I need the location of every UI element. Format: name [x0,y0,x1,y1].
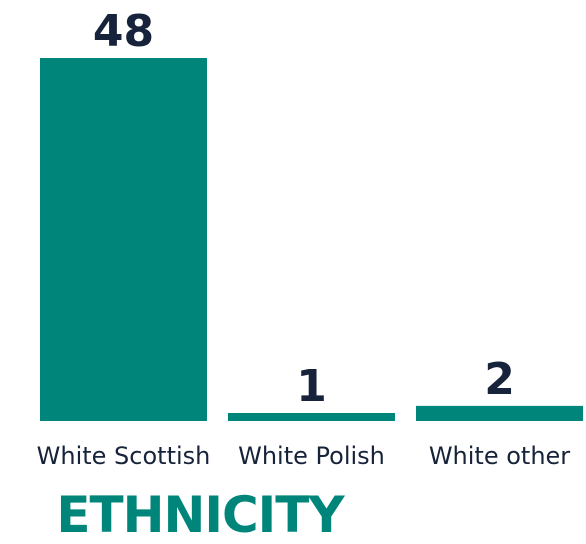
bar-white-polish [228,413,395,421]
bar-chart: 48 White Scottish 1 White Polish 2 White othe… [37,6,583,470]
value-label-white-other: 2 [484,354,515,405]
bar-white-other [416,405,583,421]
value-label-white-polish: 1 [296,361,327,412]
chart-title: ETHNICITY [56,486,344,544]
value-label-white-scottish: 48 [93,6,154,57]
bar-white-scottish [40,58,207,421]
category-label-white-polish: White Polish [238,442,385,470]
category-label-white-scottish: White Scottish [37,442,211,470]
category-label-white-other: White other [429,442,570,470]
